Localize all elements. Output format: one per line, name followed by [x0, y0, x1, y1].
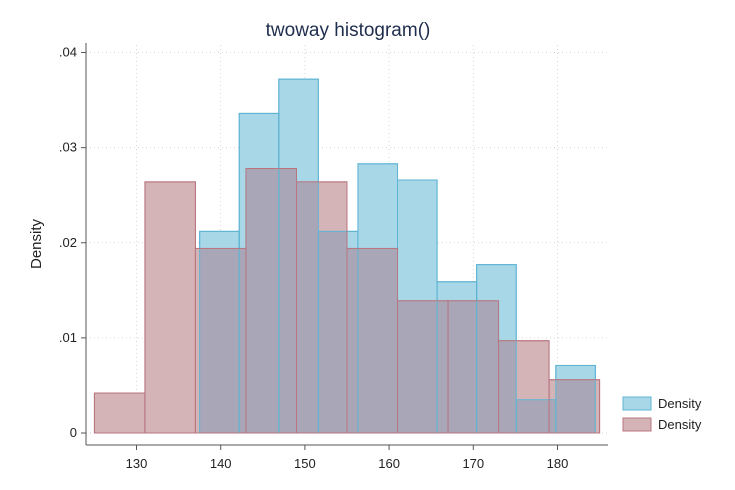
y-tick-label: .04 — [59, 45, 77, 60]
x-tick-label: 180 — [547, 456, 569, 471]
legend-label-1: Density — [658, 396, 702, 411]
chart-title: twoway histogram() — [266, 20, 431, 41]
y-tick-label: 0 — [70, 425, 77, 440]
overlap-bar — [437, 300, 449, 433]
overlap-bar — [318, 231, 347, 433]
legend-swatch-2 — [622, 417, 652, 432]
legend: Density Density — [622, 396, 702, 432]
overlap-bar — [239, 248, 246, 433]
overlap-bar — [448, 300, 477, 433]
overlap-bar — [555, 379, 596, 433]
y-tick-label: .01 — [59, 330, 77, 345]
overlap-bar — [296, 181, 319, 433]
overlap-bar — [397, 300, 438, 433]
legend-label-2: Density — [658, 417, 702, 432]
series-2-bar — [93, 392, 146, 434]
overlap-bar — [357, 248, 398, 433]
series-2-bar — [144, 181, 196, 434]
series-2-bar-outline — [548, 379, 601, 434]
x-tick-label: 140 — [210, 456, 232, 471]
overlap-bar — [476, 300, 499, 433]
legend-swatch-1 — [622, 396, 652, 411]
overlap-bars — [93, 78, 601, 434]
overlap-bar — [347, 248, 358, 433]
overlap-bar — [498, 340, 517, 433]
x-tick-label: 170 — [462, 456, 484, 471]
overlap-bar — [199, 248, 240, 433]
y-tick-label: .02 — [59, 235, 77, 250]
overlap-bar — [245, 168, 279, 433]
x-tick-label: 150 — [294, 456, 316, 471]
x-axis-ticks: 130 140 150 160 170 180 — [126, 445, 569, 471]
x-tick-label: 160 — [378, 456, 400, 471]
y-axis-label: Density — [28, 218, 45, 269]
overlap-bar — [278, 168, 297, 433]
y-tick-label: .03 — [59, 140, 77, 155]
overlap-bar — [549, 399, 556, 433]
y-axis-ticks: 0 .01 .02 .03 .04 — [59, 45, 86, 440]
overlap-bar — [516, 399, 550, 433]
x-tick-label: 130 — [126, 456, 148, 471]
